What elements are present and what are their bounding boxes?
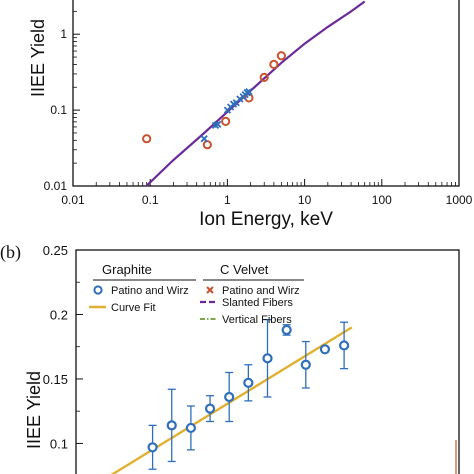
panel-a-frame xyxy=(72,0,460,187)
legend-label-vertical-fibers: Vertical Fibers xyxy=(222,314,292,326)
a-ytick-label: 0.1 xyxy=(50,103,67,117)
b-circle-point xyxy=(204,403,216,414)
b-ytick-label: 0.1 xyxy=(50,436,68,451)
b-circle-point xyxy=(243,377,254,388)
legend-label-patino-wirz-velvet: Patino and Wirz xyxy=(222,285,300,297)
b-data-point xyxy=(262,318,273,398)
legend-header-c-velvet: C Velvet xyxy=(220,262,269,277)
a-circle-point xyxy=(142,134,152,144)
panel-b-tag: (b) xyxy=(0,242,21,263)
a-x-point xyxy=(245,88,253,96)
legend-label-patino-wirz-graphite: Patino and Wirz xyxy=(111,285,189,297)
b-data-point xyxy=(300,340,311,389)
b-circle-point xyxy=(281,324,292,336)
a-xtick-label: 1000 xyxy=(446,193,473,207)
b-circle-point xyxy=(262,353,273,364)
legend-header-graphite: Graphite xyxy=(102,262,152,277)
a-circle-point xyxy=(276,51,286,61)
a-ytick-label: 0.01 xyxy=(44,179,68,193)
b-ytick-label: 0.15 xyxy=(43,372,68,387)
a-xtick-label: 0.01 xyxy=(61,193,85,207)
a-circle-point xyxy=(202,140,212,150)
b-data-point xyxy=(166,388,177,463)
panel-a-xlabel: Ion Energy, keV xyxy=(199,209,333,230)
panel-a: 0.01 0.1 1 10 100 1000 0.01 0.1 1 IIEE Yield Ion… xyxy=(28,0,473,230)
panel-b: (b) 0.1 0.15 0.2 0.25 IIEE Yield Graphite C… xyxy=(0,242,460,474)
b-circle-point xyxy=(166,420,177,431)
b-data-point xyxy=(147,424,158,470)
panel-b-frame xyxy=(75,249,460,474)
a-circle-point xyxy=(269,59,279,70)
b-data-point xyxy=(224,371,235,423)
legend-label-slanted-fibers: Slanted Fibers xyxy=(222,297,293,309)
b-circle-point xyxy=(224,391,235,403)
b-data-point xyxy=(243,364,254,402)
legend-label-curve-fit: Curve Fit xyxy=(111,302,156,314)
a-xtick-label: 1 xyxy=(224,193,231,207)
b-ytick-label: 0.2 xyxy=(50,307,68,322)
b-data-point xyxy=(185,405,196,451)
a-x-point xyxy=(214,120,222,128)
b-data-point xyxy=(281,324,292,336)
legend-marker-patino-wirz-graphite xyxy=(93,285,103,295)
b-circle-point xyxy=(147,442,158,453)
a-circle-point xyxy=(259,72,269,82)
b-circle-point xyxy=(300,359,311,370)
a-circle-point xyxy=(221,116,231,126)
legend-marker-patino-wirz-velvet xyxy=(206,286,214,294)
a-xtick-label: 0.1 xyxy=(142,193,159,207)
b-data-point xyxy=(339,321,350,370)
panel-b-ylabel: IIEE Yield xyxy=(24,371,44,449)
panel-a-ylabel: IIEE Yield xyxy=(28,19,48,97)
b-ytick-label: 0.25 xyxy=(43,243,68,258)
b-circle-point xyxy=(185,422,196,434)
a-xtick-label: 100 xyxy=(372,193,392,207)
b-circle-point xyxy=(319,344,331,355)
b-data-point xyxy=(319,344,331,355)
legend: Graphite C Velvet Patino and Wirz Curve … xyxy=(89,262,304,326)
a-xtick-label: 10 xyxy=(298,193,312,207)
a-fit-curve xyxy=(144,0,366,186)
b-circle-point xyxy=(339,340,350,351)
b-curve-fit-line xyxy=(110,326,353,474)
b-data-point xyxy=(204,395,216,423)
a-ytick-label: 1 xyxy=(60,27,67,41)
a-x-point xyxy=(200,135,208,143)
